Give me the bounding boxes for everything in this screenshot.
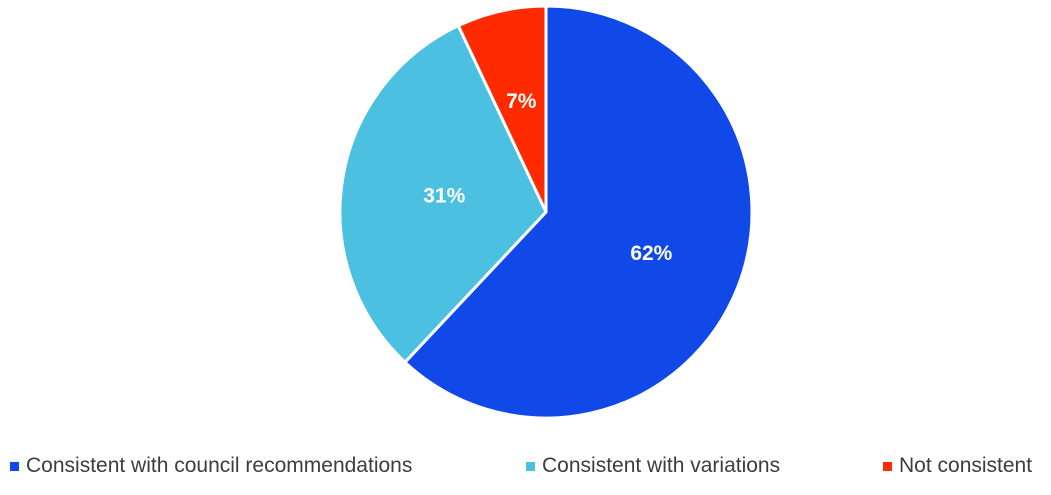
legend-swatch-not-consistent xyxy=(883,461,892,471)
pie-slice-variations xyxy=(338,24,548,364)
data-label-variations: 31% xyxy=(423,184,465,207)
legend-item-variations: Consistent with variations xyxy=(526,454,780,478)
data-label-not-consistent: 7% xyxy=(506,90,537,113)
legend-swatch-variations xyxy=(526,461,535,471)
legend: Consistent with council recommendations … xyxy=(0,454,1051,482)
legend-label-variations: Consistent with variations xyxy=(542,454,781,477)
pie-slice-not-consistent xyxy=(456,4,548,214)
legend-label-not-consistent: Not consistent xyxy=(899,454,1033,477)
legend-item-council: Consistent with council recommendations xyxy=(10,454,412,478)
pie-chart: 62% 31% 7% xyxy=(338,4,754,420)
legend-label-council: Consistent with council recommendations xyxy=(26,454,413,477)
pie-slice-council xyxy=(403,4,754,420)
legend-swatch-council xyxy=(10,461,19,471)
legend-item-not-consistent: Not consistent xyxy=(883,454,1032,478)
data-label-council: 62% xyxy=(630,242,672,265)
